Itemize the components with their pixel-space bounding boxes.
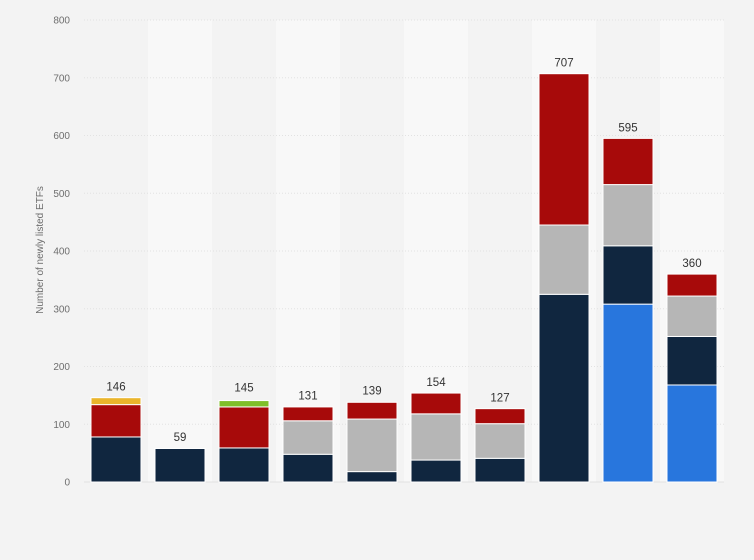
bar-total-label: 154 (426, 377, 446, 389)
bar-segment[interactable] (666, 335, 718, 386)
bar-total-label: 146 (106, 382, 125, 394)
bar-total-label: 145 (234, 382, 253, 394)
y-tick-label: 700 (53, 73, 70, 84)
bar-segment[interactable] (474, 408, 526, 425)
bar-segment[interactable] (154, 448, 206, 483)
bar-segment[interactable] (666, 295, 718, 337)
y-tick-label: 600 (53, 131, 70, 142)
bar-segment[interactable] (538, 73, 590, 226)
bar-segment[interactable] (346, 401, 398, 420)
bar-segment[interactable] (282, 453, 334, 483)
y-axis-title: Number of newly listed ETFs (35, 186, 46, 314)
bar-segment[interactable] (538, 293, 590, 483)
bar-total-label: 59 (174, 432, 187, 444)
bar-segment[interactable] (218, 447, 270, 483)
y-axis: 0 100 200 300 400 500 600 700 800 (53, 16, 70, 489)
y-tick-label: 100 (53, 420, 70, 431)
bar-segment[interactable] (602, 245, 654, 305)
bar-segment[interactable] (90, 404, 142, 438)
bar-total-label: 707 (554, 58, 573, 70)
bar-total-label: 360 (682, 258, 701, 270)
bar-total-label: 127 (490, 393, 509, 405)
bar-segment[interactable] (282, 406, 334, 422)
bar-segment[interactable] (666, 273, 718, 297)
bar-segment[interactable] (474, 457, 526, 483)
bar-segment[interactable] (410, 392, 462, 415)
bar-total-label: 131 (298, 390, 317, 402)
bar-segment[interactable] (410, 459, 462, 483)
bar-segment[interactable] (410, 413, 462, 461)
column-band (276, 20, 340, 482)
bar-total-label: 595 (618, 122, 637, 134)
bar-segment[interactable] (218, 400, 270, 408)
bar-segment[interactable] (218, 406, 270, 449)
bar-segment[interactable] (602, 303, 654, 483)
bar-segment[interactable] (90, 397, 142, 406)
bar-segment[interactable] (602, 137, 654, 186)
bar-segment[interactable] (666, 384, 718, 483)
y-tick-label: 500 (53, 189, 70, 200)
bar-segment[interactable] (346, 418, 398, 473)
y-tick-label: 200 (53, 362, 70, 373)
bar-segment[interactable] (346, 471, 398, 483)
y-tick-label: 400 (53, 247, 70, 258)
bar-total-label: 139 (362, 386, 381, 398)
bar-segment[interactable] (602, 184, 654, 247)
y-tick-label: 300 (53, 304, 70, 315)
bar-segment[interactable] (538, 224, 590, 295)
bar-segment[interactable] (90, 436, 142, 483)
bar-segment[interactable] (282, 420, 334, 455)
total-labels: 146 59 145 131 139 154 127 707 595 360 (106, 58, 701, 444)
bar-segment[interactable] (474, 423, 526, 459)
y-tick-label: 800 (53, 16, 70, 27)
bar-stacks (90, 73, 718, 483)
y-tick-label: 0 (64, 478, 70, 489)
